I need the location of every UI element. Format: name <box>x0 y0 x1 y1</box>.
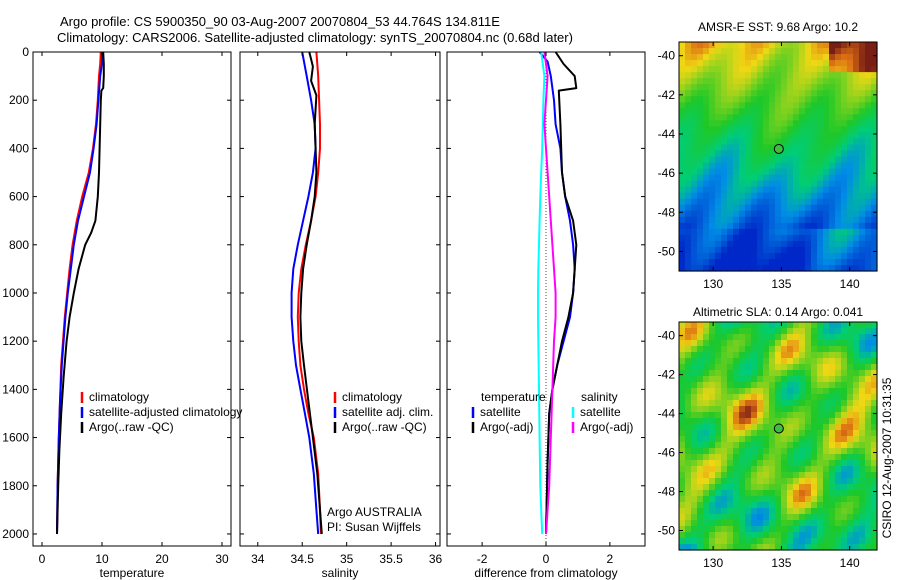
y-tick-label: -42 <box>658 368 676 382</box>
legend-label: satellite-adjusted climatology <box>89 405 242 419</box>
series-line-argo-raw-qc- <box>56 52 105 535</box>
map-title: Altimetric SLA: 0.14 Argo: 0.041 <box>693 305 863 319</box>
float-location-marker <box>773 143 784 154</box>
x-tick-label: 135 <box>771 556 791 570</box>
y-tick-label: -40 <box>658 49 676 63</box>
x-tick-label: 34 <box>251 552 265 566</box>
series-line-salinity-satellite <box>537 52 546 535</box>
y-tick-label: -50 <box>658 244 676 258</box>
x-tick-label: 135 <box>771 277 791 291</box>
x-tick-label: 2 <box>607 552 614 566</box>
y-tick-label: -40 <box>658 329 676 343</box>
legend-label: satellite <box>480 405 521 419</box>
sla-map-panel: 130 135 140 -40 -42 -44 -46 -48 -50 Altimetric SL… <box>658 305 878 570</box>
x-tick-label: 20 <box>155 552 169 566</box>
y-tick-label: 2000 <box>2 527 29 541</box>
axes-frame <box>239 51 441 547</box>
figure-title-line2: Climatology: CARS2006. Satellite-adjuste… <box>57 30 573 45</box>
x-tick-label: 10 <box>95 552 109 566</box>
x-tick-label: 30 <box>215 552 229 566</box>
annotation-text: Argo AUSTRALIA <box>327 505 422 519</box>
y-tick-label: -46 <box>658 166 676 180</box>
legend-label: satellite adj. clim. <box>342 405 433 419</box>
legend-label: climatology <box>342 390 402 404</box>
x-tick-label: 140 <box>840 277 860 291</box>
sst-field-cells <box>679 42 878 272</box>
y-tick-label: 1200 <box>2 334 29 348</box>
y-tick-label: 1400 <box>2 382 29 396</box>
legend-label: satellite <box>580 405 621 419</box>
legend-label: temperature <box>481 390 546 404</box>
x-tick-label: 35 <box>340 552 354 566</box>
axes-frame <box>32 51 232 547</box>
y-tick-label: 800 <box>9 238 29 252</box>
legend-label: salinity <box>581 390 618 404</box>
legend-label: Argo(..raw -QC) <box>89 420 174 434</box>
y-tick-label: -48 <box>658 205 676 219</box>
series-line-salinity-argo-adj- <box>543 52 557 535</box>
x-tick-label: 130 <box>703 556 723 570</box>
series-line-argo-raw-qc- <box>299 52 323 535</box>
x-tick-label: 35.5 <box>379 552 403 566</box>
sla-field-cells <box>679 322 878 551</box>
x-tick-label: -2 <box>477 552 488 566</box>
series-line-satellite-adjusted-climatology <box>56 52 103 535</box>
y-tick-label: 0 <box>22 45 29 59</box>
y-tick-label: 600 <box>9 190 29 204</box>
y-tick-label: 200 <box>9 93 29 107</box>
x-tick-label: 0 <box>543 552 550 566</box>
float-location-marker <box>773 423 784 434</box>
y-tick-label: 1800 <box>2 479 29 493</box>
sst-map-panel: 130 135 140 -40 -42 -44 -46 -48 -50 AMSR-E SST: 9… <box>658 20 878 291</box>
x-tick-label: 34.5 <box>291 552 315 566</box>
timestamp-stamp: CSIRO 12-Aug-2007 10:31:35 <box>880 377 894 538</box>
x-tick-label: 130 <box>703 277 723 291</box>
y-tick-label: -48 <box>658 485 676 499</box>
y-tick-label: 1600 <box>2 431 29 445</box>
figure-title-line1: Argo profile: CS 5900350_90 03-Aug-2007 … <box>60 14 500 29</box>
salinity-profile-panel: 34 34.5 35 35.5 36 salinity climatologysatelli… <box>239 51 443 580</box>
legend-label: Argo(..raw -QC) <box>342 420 427 434</box>
y-tick-label: -46 <box>658 446 676 460</box>
temperature-profile-panel: 0 200 400 600 800 1000 1200 1400 1600 1800 2000 0 10… <box>2 45 242 580</box>
x-axis-label: temperature <box>100 566 165 580</box>
annotation-text: PI: Susan Wijffels <box>327 520 421 534</box>
y-tick-label: -42 <box>658 88 676 102</box>
map-title: AMSR-E SST: 9.68 Argo: 10.2 <box>698 20 858 34</box>
map-frame <box>678 41 878 272</box>
x-tick-label: 140 <box>840 556 860 570</box>
map-frame <box>678 321 878 551</box>
x-axis-label: salinity <box>322 566 359 580</box>
series-line-climatology <box>56 52 102 535</box>
y-tick-label: 1000 <box>2 286 29 300</box>
x-axis-label: difference from climatology <box>474 566 617 580</box>
legend-label: Argo(-adj) <box>580 420 633 434</box>
legend-label: climatology <box>89 390 149 404</box>
y-tick-label: -44 <box>658 127 676 141</box>
x-tick-label: 0 <box>39 552 46 566</box>
y-tick-label: -44 <box>658 407 676 421</box>
legend-label: Argo(-adj) <box>480 420 533 434</box>
y-tick-label: -50 <box>658 524 676 538</box>
y-tick-label: 400 <box>9 141 29 155</box>
x-tick-label: 36 <box>429 552 443 566</box>
